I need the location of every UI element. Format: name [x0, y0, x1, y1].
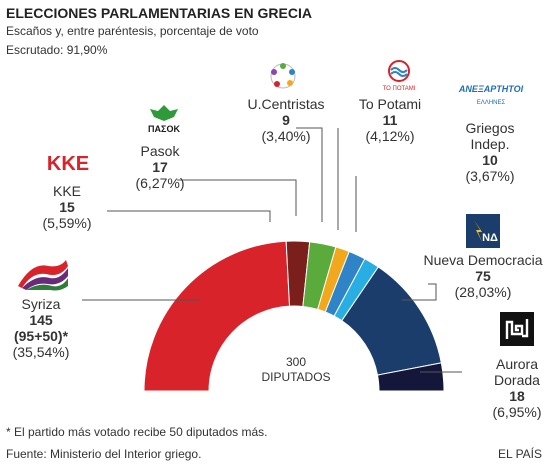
pasok-logo-icon: ΠΑΣΟΚ: [144, 103, 184, 135]
anel-logo-icon: ΑΝΕΞΑΡΤΗΤΟΙ ΕΛΛΗΝΕΣ: [456, 80, 526, 108]
aurora-logo-icon: [500, 312, 534, 346]
footnote: * El partido más votado recibe 50 diputa…: [6, 425, 268, 439]
label-kke: KKE 15 (5,59%): [32, 183, 102, 231]
party-name: Pasok: [140, 143, 180, 159]
label-ucentristas: U.Centristas 9 (3,40%): [236, 96, 336, 144]
party-name-cont: Dorada: [494, 372, 540, 388]
leader-kke: [107, 210, 271, 222]
kke-logo-text: KKE: [47, 153, 89, 174]
brand-label: EL PAÍS: [498, 447, 543, 461]
ucentristas-logo-icon: [267, 60, 299, 92]
party-name-cont: Indep.: [470, 136, 510, 152]
party-vote-pct: (6,27%): [135, 175, 185, 191]
party-vote-pct: (3,40%): [261, 128, 311, 144]
potami-logo-icon: ΤΟ ΠΟΤΑΜΙ: [376, 60, 422, 92]
scrutiny-label: Escrutado: 91,90%: [6, 43, 108, 57]
party-vote-pct: (35,54%): [12, 344, 70, 360]
party-seats: 145: [29, 312, 53, 328]
label-anel: Griegos Indep. 10 (3,67%): [452, 120, 528, 184]
party-seats: 9: [282, 112, 290, 128]
nd-logo-icon: ΝΔ: [466, 214, 500, 248]
party-vote-pct: (5,59%): [42, 215, 92, 231]
anel-logo-subtext: ΕΛΛΗΝΕΣ: [477, 100, 506, 106]
pasok-logo-text: ΠΑΣΟΚ: [148, 124, 180, 134]
party-seats: 75: [475, 268, 491, 284]
nd-logo-text: ΝΔ: [482, 232, 498, 244]
chart-subtitle: Escaños y, entre paréntesis, porcentaje …: [6, 24, 259, 38]
seat-arc-syriza: [143, 240, 291, 392]
chart-title: ELECCIONES PARLAMENTARIAS EN GRECIA: [6, 5, 312, 21]
party-vote-pct: (4,12%): [365, 128, 415, 144]
leader-pasok: [177, 179, 297, 216]
label-potami: To Potami 11 (4,12%): [348, 96, 432, 144]
center-total: 300: [286, 355, 306, 369]
party-name: KKE: [52, 183, 81, 199]
kke-logo-icon: KKE: [46, 150, 90, 175]
party-seats-breakdown: (95+50)*: [13, 328, 69, 344]
label-syriza: Syriza 145 (95+50)* (35,54%): [6, 296, 76, 360]
party-seats: 18: [509, 388, 525, 404]
party-name: Syriza: [21, 296, 61, 312]
potami-logo-text: ΤΟ ΠΟΤΑΜΙ: [383, 86, 416, 92]
party-name: Aurora: [495, 356, 539, 372]
syriza-logo-icon: [12, 256, 72, 292]
party-vote-pct: (28,03%): [454, 284, 512, 300]
party-vote-pct: (3,67%): [465, 168, 515, 184]
source-note: Fuente: Ministerio del Interior griego.: [6, 447, 202, 461]
party-seats: 11: [382, 112, 398, 128]
party-seats: 15: [59, 199, 75, 215]
party-name: To Potami: [358, 96, 422, 112]
center-caption: DIPUTADOS: [261, 370, 330, 384]
party-name: U.Centristas: [247, 96, 325, 112]
leader-ucentristas: [296, 127, 323, 222]
label-aurora: Aurora Dorada 18 (6,95%): [480, 356, 554, 420]
anel-logo-text: ΑΝΕΞΑΡΤΗΤΟΙ: [458, 84, 524, 94]
label-nd: Nueva Democracia 75 (28,03%): [410, 252, 556, 300]
party-vote-pct: (6,95%): [492, 404, 542, 420]
party-name: Nueva Democracia: [423, 252, 543, 268]
party-name: Griegos: [465, 120, 515, 136]
party-seats: 10: [482, 152, 498, 168]
label-pasok: Pasok 17 (6,27%): [120, 143, 200, 191]
party-seats: 17: [152, 159, 168, 175]
leader-nd: [402, 283, 437, 301]
